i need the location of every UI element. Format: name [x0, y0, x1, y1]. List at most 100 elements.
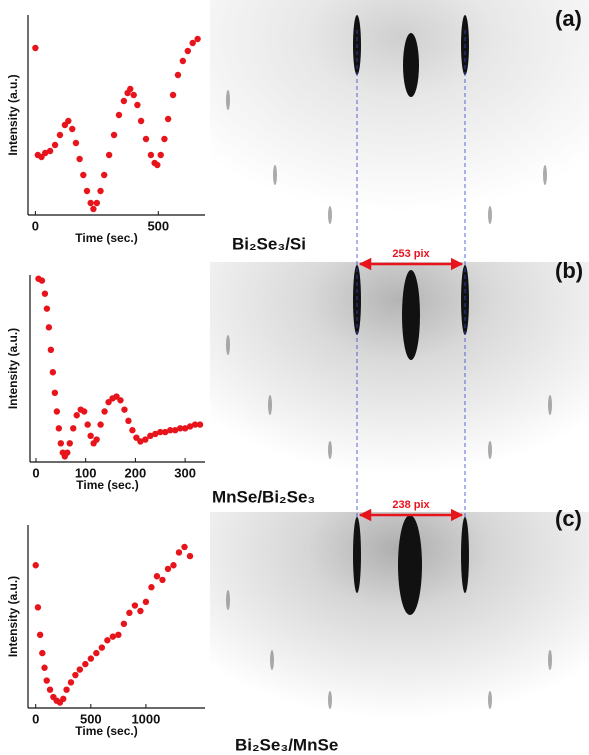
- data-point: [170, 562, 177, 569]
- data-point: [137, 607, 144, 615]
- data-point: [76, 155, 83, 163]
- sample-caption: MnSe/Bi₂Se₃: [212, 487, 315, 506]
- data-point: [42, 149, 49, 157]
- data-point: [46, 686, 54, 693]
- data-point: [63, 686, 70, 693]
- data-point: [80, 171, 87, 179]
- data-point: [169, 91, 177, 99]
- data-point: [101, 171, 108, 179]
- data-point: [171, 427, 179, 434]
- data-point: [51, 389, 59, 397]
- data-point: [161, 135, 168, 143]
- panel-label: (a): [555, 6, 582, 31]
- data-point: [153, 573, 161, 580]
- y-axis-label: Intensity (a.u.): [6, 74, 20, 155]
- data-point: [137, 117, 145, 125]
- data-point: [57, 440, 65, 447]
- data-point: [51, 141, 59, 149]
- x-axis-label: Time (sec.): [75, 231, 137, 245]
- data-point: [186, 552, 194, 560]
- x-tick-label: 200: [125, 465, 147, 480]
- data-point: [137, 438, 144, 445]
- x-tick-label: 500: [80, 711, 102, 726]
- data-point: [93, 199, 101, 207]
- sample-caption: Bi₂Se₃/MnSe: [235, 735, 338, 754]
- spacing-label: 253 pix: [392, 248, 430, 260]
- data-point: [34, 604, 42, 611]
- data-point: [110, 131, 118, 139]
- data-point: [121, 406, 128, 413]
- data-point: [55, 425, 63, 432]
- data-point: [39, 649, 46, 657]
- data-point: [70, 425, 77, 432]
- data-point: [32, 44, 39, 52]
- data-point: [196, 421, 204, 428]
- data-point: [82, 660, 89, 668]
- data-point: [56, 131, 64, 139]
- data-point: [49, 369, 57, 376]
- data-point: [45, 324, 53, 331]
- data-point: [179, 57, 187, 65]
- data-point: [131, 602, 139, 609]
- data-point: [157, 428, 164, 436]
- data-point: [76, 666, 83, 673]
- data-point: [134, 101, 141, 109]
- data-point: [148, 584, 155, 591]
- y-axis-label: Intensity (a.u.): [6, 328, 20, 409]
- data-point: [105, 151, 113, 159]
- data-point: [109, 633, 117, 640]
- panel-label: (b): [555, 258, 583, 283]
- data-point: [87, 199, 94, 207]
- data-point: [154, 161, 161, 169]
- data-point: [125, 417, 132, 425]
- data-point: [152, 430, 159, 438]
- data-point: [191, 421, 199, 428]
- data-point: [164, 565, 172, 573]
- x-tick-label: 500: [147, 218, 169, 233]
- data-point: [53, 408, 61, 415]
- x-tick-label: 0: [32, 465, 39, 480]
- data-point: [84, 421, 91, 428]
- data-point: [142, 135, 150, 143]
- spacing-label: 238 pix: [392, 499, 430, 511]
- data-point: [189, 39, 196, 47]
- data-point: [65, 117, 72, 125]
- data-point: [115, 111, 123, 119]
- data-point: [67, 679, 75, 686]
- data-point: [73, 412, 80, 419]
- data-point: [142, 436, 149, 443]
- data-point: [72, 139, 80, 147]
- sample-caption: Bi₂Se₃/Si: [232, 234, 306, 253]
- data-point: [104, 637, 111, 644]
- data-point: [101, 408, 108, 415]
- data-point: [97, 187, 104, 195]
- data-point: [194, 35, 201, 43]
- data-point: [64, 449, 71, 456]
- data-point: [97, 421, 104, 428]
- data-point: [181, 425, 189, 432]
- rheed-images: 253 pix 238 pix (a) (b) (c) Bi₂Se₃/Si Mn…: [210, 0, 589, 755]
- data-point: [36, 631, 44, 638]
- data-point: [115, 631, 122, 638]
- x-axis-label: Time (sec.): [75, 724, 137, 738]
- data-point: [72, 671, 79, 679]
- data-point: [47, 346, 55, 353]
- data-point: [184, 47, 191, 55]
- x-tick-label: 1000: [131, 711, 160, 726]
- data-point: [87, 432, 94, 440]
- data-point: [157, 151, 164, 159]
- data-point: [126, 609, 133, 617]
- data-point: [60, 695, 67, 703]
- data-point: [43, 305, 51, 312]
- data-point: [166, 427, 174, 434]
- data-point: [142, 598, 150, 606]
- data-point: [93, 649, 100, 657]
- x-tick-label: 0: [32, 218, 39, 233]
- data-point: [80, 408, 88, 415]
- data-point: [129, 427, 136, 434]
- data-point: [117, 397, 124, 404]
- x-tick-label: 300: [174, 465, 196, 480]
- data-point: [159, 576, 166, 584]
- data-point: [175, 549, 183, 556]
